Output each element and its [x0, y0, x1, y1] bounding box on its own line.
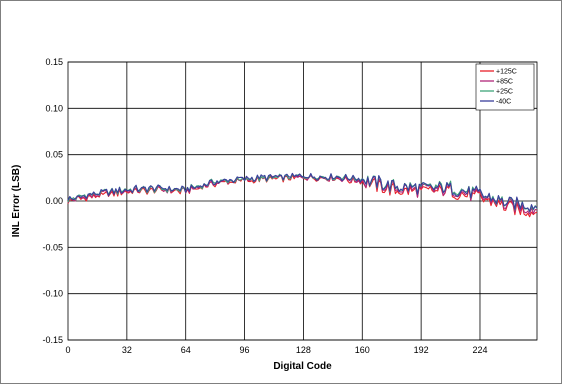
legend-label: -40C [496, 99, 511, 106]
y-tick-label: 0.05 [45, 150, 63, 160]
y-tick-label: 0.00 [45, 196, 63, 206]
y-tick-label: 0.10 [45, 103, 63, 113]
x-tick-label: 64 [181, 345, 191, 355]
y-tick-label: -0.15 [42, 335, 63, 345]
y-tick-label: -0.05 [42, 242, 63, 252]
legend-label: +125C [496, 69, 517, 76]
y-tick-labels: -0.15 -0.10 -0.05 0.00 0.05 0.10 0.15 [42, 57, 63, 345]
y-tick-label: 0.15 [45, 57, 63, 67]
x-tick-label: 0 [65, 345, 70, 355]
y-tick-label: -0.10 [42, 289, 63, 299]
x-tick-labels: 0 32 64 96 128 160 192 224 [65, 345, 487, 355]
x-tick-label: 32 [122, 345, 132, 355]
series-group [67, 172, 538, 218]
legend-label: +25C [496, 89, 513, 96]
legend-label: +85C [496, 79, 513, 86]
legend: +125C +85C +25C -40C [475, 63, 535, 111]
x-axis-title: Digital Code [273, 361, 332, 372]
x-tick-label: 128 [296, 345, 311, 355]
y-axis-title: INL Error (LSB) [11, 165, 22, 238]
series-line [67, 172, 538, 212]
x-tick-label: 96 [240, 345, 250, 355]
x-tick-label: 192 [414, 345, 429, 355]
x-tick-label: 224 [472, 345, 487, 355]
x-tick-label: 160 [355, 345, 370, 355]
legend-box [475, 63, 535, 111]
